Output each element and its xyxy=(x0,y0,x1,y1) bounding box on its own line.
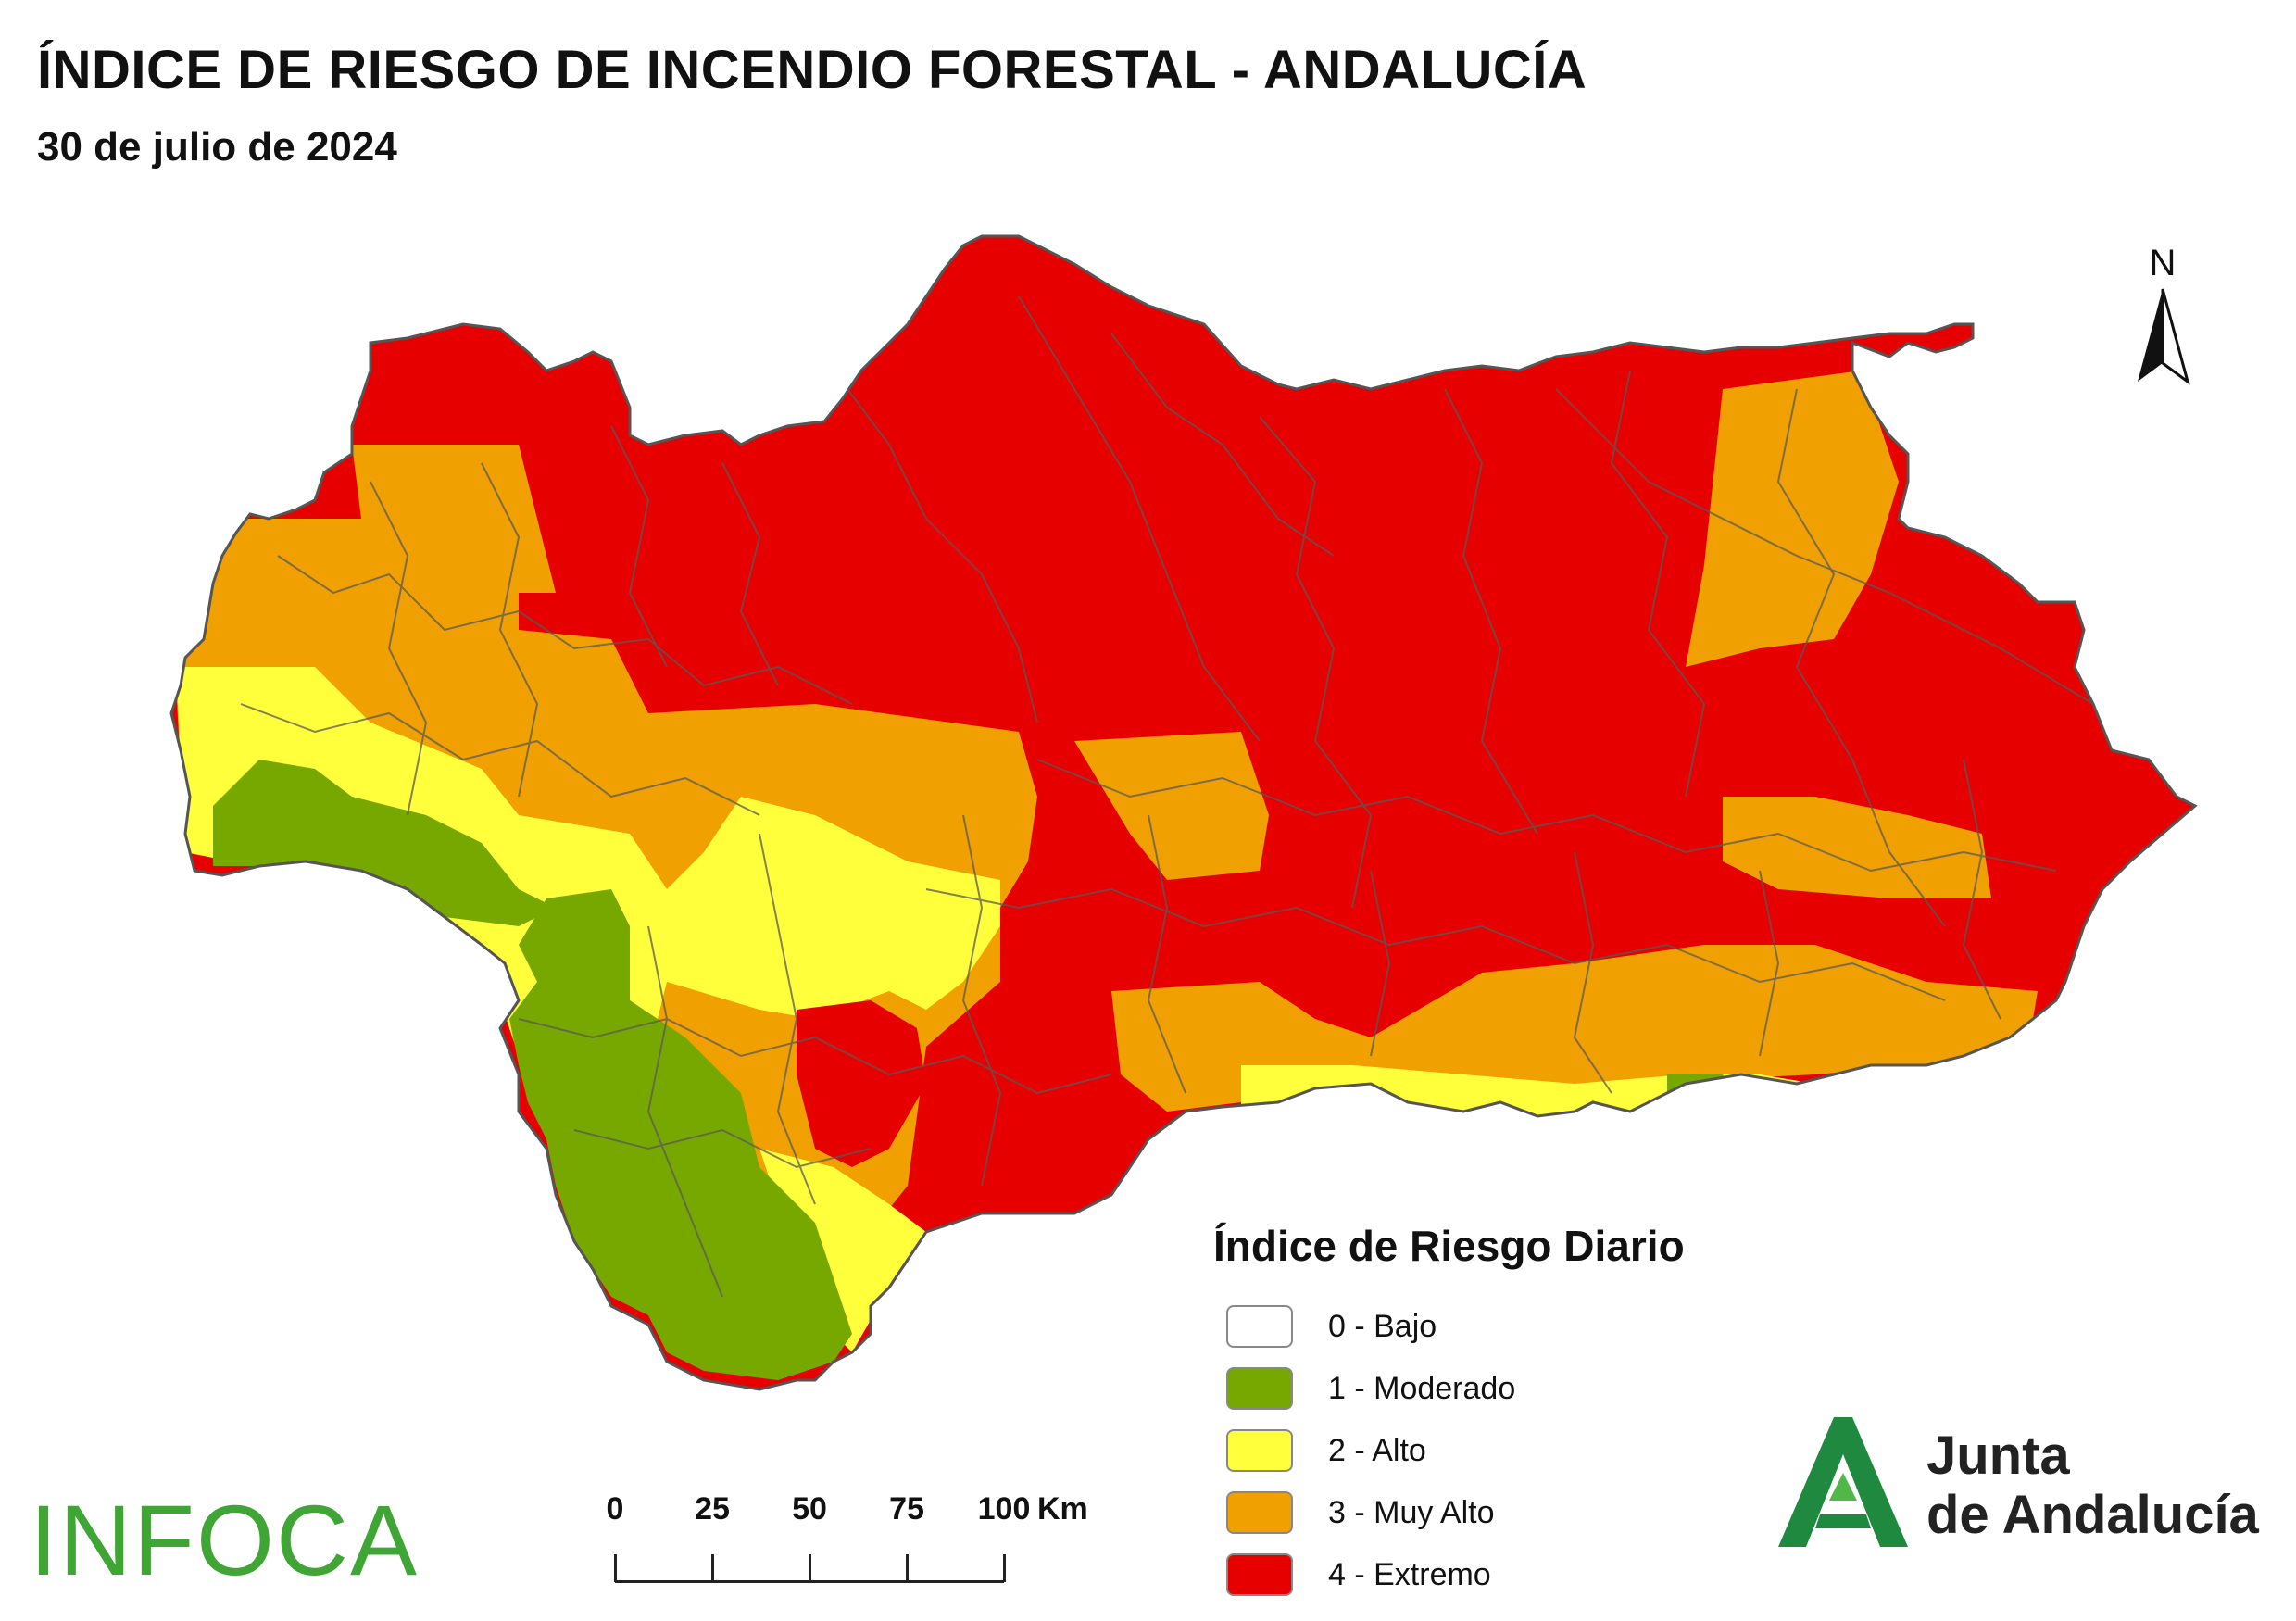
legend-item-extremo: 4 - Extremo xyxy=(1213,1551,1685,1599)
scale-tick xyxy=(906,1554,909,1582)
legend-swatch xyxy=(1226,1367,1293,1410)
municipal-boundaries xyxy=(240,295,2094,1298)
junta-line-1: Junta xyxy=(1926,1426,2070,1486)
legend-item-moderado: 1 - Moderado xyxy=(1213,1364,1685,1413)
zone-muy-alto-cordoba xyxy=(1074,732,1269,880)
north-arrow-icon xyxy=(2138,288,2190,385)
scale-tick xyxy=(1003,1554,1006,1582)
scale-tick xyxy=(614,1554,617,1582)
zone-extremo-serrania xyxy=(797,1000,926,1167)
zone-muy-alto-east-highlands xyxy=(1686,371,1899,667)
legend-label: 0 - Bajo xyxy=(1328,1308,1437,1344)
legend-label: 4 - Extremo xyxy=(1328,1556,1491,1592)
zone-muy-alto-north-west xyxy=(352,445,556,593)
legend: Índice de Riesgo Diario 0 - Bajo 1 - Mod… xyxy=(1213,1221,1685,1613)
junta-andalucia-logo-icon xyxy=(1778,1417,1908,1547)
legend-swatch xyxy=(1226,1553,1293,1596)
junta-line-2: de Andalucía xyxy=(1926,1485,2259,1545)
legend-item-alto: 2 - Alto xyxy=(1213,1426,1685,1475)
scale-tick-label: 25 xyxy=(695,1491,730,1527)
zone-alto-cadiz xyxy=(759,1149,926,1352)
junta-andalucia-logo-text: Junta de Andalucía xyxy=(1926,1426,2259,1545)
andalucia-outline xyxy=(169,234,2198,1391)
north-arrow: N xyxy=(2121,243,2204,391)
legend-swatch xyxy=(1226,1429,1293,1472)
legend-title: Índice de Riesgo Diario xyxy=(1213,1222,1685,1270)
scale-tick xyxy=(711,1554,714,1582)
scale-tick xyxy=(809,1554,811,1582)
map-title: ÍNDICE DE RIESGO DE INCENDIO FORESTAL - … xyxy=(37,40,1587,100)
zone-moderado-cadiz xyxy=(509,889,852,1380)
zone-alto-huelva-sevilla xyxy=(176,667,1000,1084)
scale-tick-label: 50 xyxy=(792,1491,827,1527)
map-date: 30 de julio de 2024 xyxy=(37,124,397,170)
legend-label: 3 - Muy Alto xyxy=(1328,1494,1495,1530)
scale-tick-label: 75 xyxy=(889,1491,924,1527)
legend-label: 1 - Moderado xyxy=(1328,1370,1516,1406)
legend-swatch xyxy=(1226,1491,1293,1534)
legend-item-bajo: 0 - Bajo xyxy=(1213,1302,1685,1351)
north-label: N xyxy=(2149,243,2177,283)
legend-label: 2 - Alto xyxy=(1328,1432,1426,1468)
zone-muy-alto-east xyxy=(1723,797,1991,898)
infoca-logo: INFOCA xyxy=(30,1484,420,1596)
scale-bar: 0 25 50 75 100 Km xyxy=(593,1491,1088,1593)
zone-moderado-huelva-coast xyxy=(213,760,556,926)
scale-unit: Km xyxy=(1037,1491,1088,1527)
legend-item-muy-alto: 3 - Muy Alto xyxy=(1213,1489,1685,1537)
scale-tick-label: 100 xyxy=(977,1491,1031,1527)
legend-swatch xyxy=(1226,1305,1293,1348)
scale-tick-label: 0 xyxy=(606,1491,624,1527)
